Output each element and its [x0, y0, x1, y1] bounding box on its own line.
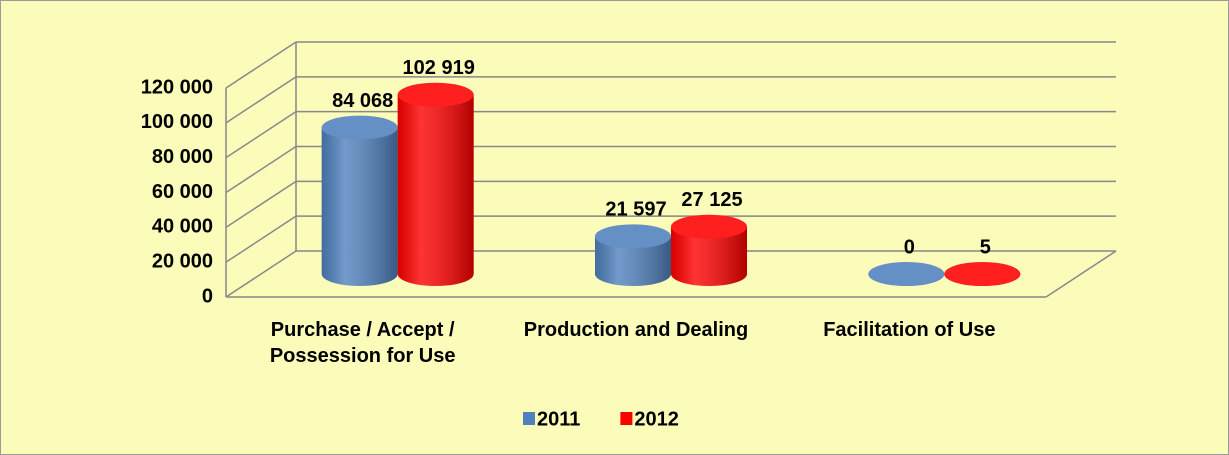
grid-line	[225, 180, 297, 228]
bar-top	[671, 214, 747, 239]
bar-top	[321, 115, 398, 140]
bar-top-shade	[671, 214, 747, 239]
value-label: 0	[904, 236, 915, 258]
y-tick-label: 100 000	[141, 111, 213, 133]
value-label: 27 125	[681, 189, 742, 211]
floor-edge	[1045, 250, 1117, 298]
bar-top	[397, 82, 474, 107]
legend-label: 2011	[537, 408, 580, 430]
bar-shade	[671, 226, 747, 286]
legend-label: 2012	[634, 408, 679, 430]
y-tick-label: 0	[202, 285, 213, 307]
legend-swatch	[620, 412, 633, 425]
x-tick-label: Production and Dealing	[523, 319, 749, 341]
bar-top-shade	[944, 261, 1021, 286]
x-tick-label: Facilitation of Use	[823, 319, 996, 341]
bar-top-shade	[868, 262, 945, 286]
bar-top-shade	[397, 82, 474, 107]
y-tick-label: 120 000	[141, 76, 213, 98]
bar-shade	[595, 236, 671, 286]
bar-top	[595, 224, 671, 249]
y-tick-label: 40 000	[152, 216, 213, 238]
x-tick-label: Purchase / Accept / Possession for Use	[269, 319, 456, 367]
bar-shade	[321, 127, 398, 286]
bar-top	[868, 262, 945, 286]
y-tick-label: 80 000	[152, 146, 213, 168]
legend-swatch	[523, 412, 535, 425]
value-label: 102 919	[403, 57, 475, 79]
bar-top-shade	[321, 115, 398, 140]
grid-line	[225, 76, 297, 124]
y-tick-label: 60 000	[152, 181, 213, 203]
value-label: 21 597	[605, 199, 666, 221]
grid-line	[225, 215, 297, 263]
grid-line	[225, 41, 297, 89]
y-tick-label: 20 000	[152, 250, 213, 272]
value-label: 5	[980, 236, 991, 258]
grid-line	[225, 145, 297, 194]
value-label: 84 068	[332, 90, 393, 112]
bar-shade	[397, 94, 474, 286]
bar-top-shade	[595, 224, 671, 249]
grid-line	[225, 250, 297, 298]
grid-line	[225, 111, 297, 159]
bar-top	[944, 261, 1021, 286]
